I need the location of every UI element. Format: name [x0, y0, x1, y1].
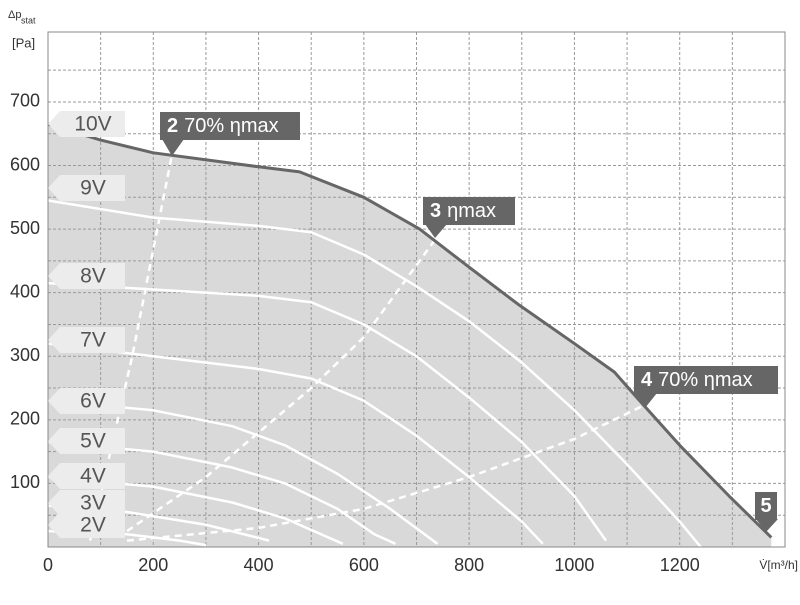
flag-shape: [48, 490, 125, 516]
y-unit: [Pa]: [12, 35, 35, 50]
curve: [47, 122, 773, 539]
callout-number: 4: [641, 369, 653, 391]
y-tick-label: 600: [10, 154, 40, 174]
flag-shape: [48, 111, 125, 137]
x-tick-label: 400: [244, 555, 274, 575]
callout-label: 5: [760, 495, 771, 517]
x-tick-label: 200: [138, 555, 168, 575]
legend-label: 10V: [74, 113, 111, 136]
curve: [47, 440, 396, 545]
legend-label: 2V: [80, 514, 106, 537]
callout-box: [755, 492, 777, 520]
callout-pointer: [162, 139, 184, 156]
y-tick-label: 700: [10, 91, 40, 111]
voltage-flag: 3V: [48, 490, 125, 516]
legend-label: 3V: [80, 492, 106, 515]
voltage-flag: 5V: [48, 428, 125, 454]
y-tick-label: 100: [10, 472, 40, 492]
x-tick-label: 1200: [660, 555, 700, 575]
voltage-flag: 4V: [48, 463, 125, 489]
legend-label: 9V: [80, 177, 106, 200]
legend-label: 5V: [80, 430, 106, 453]
flag-shape: [48, 428, 125, 454]
callout-text: 70% ηmax: [184, 115, 279, 137]
y-tick-label: 200: [10, 409, 40, 429]
callout-text: ηmax: [447, 200, 496, 222]
flag-shape: [48, 263, 125, 289]
efficiency-line: [126, 399, 654, 542]
plot-frame: [47, 31, 786, 548]
callout-number: 5: [760, 495, 771, 517]
x-tick-label: 600: [349, 555, 379, 575]
curve: [47, 342, 544, 545]
flag-shape: [48, 512, 125, 538]
y-tick-label: 300: [10, 345, 40, 365]
flag-shape: [48, 463, 125, 489]
callout-pointer: [635, 393, 657, 408]
flag-shape: [48, 388, 125, 414]
area: [48, 124, 772, 548]
flag-shape: [48, 175, 125, 201]
legend-label: 8V: [80, 265, 106, 288]
x-label: V̇[m³/h]: [759, 558, 798, 572]
voltage-flag: 7V: [48, 327, 125, 353]
curve: [47, 399, 439, 545]
callout-box: [634, 366, 778, 394]
legend-label: 6V: [80, 390, 106, 413]
callout-number: 2: [167, 115, 178, 137]
flag-shape: [48, 327, 125, 353]
callout-text: 70% ηmax: [658, 369, 753, 391]
legend-label: 7V: [80, 329, 106, 352]
legend-label: 4V: [80, 465, 106, 488]
voltage-flag: 9V: [48, 175, 125, 201]
callout-box: [160, 112, 300, 140]
x-tick-label: 800: [454, 555, 484, 575]
callout-label: 4 70% ηmax: [641, 369, 753, 391]
efficiency-line: [126, 228, 444, 533]
callout-label: 2 70% ηmax: [167, 115, 279, 137]
y-label: Δp: [8, 9, 21, 21]
callout-number: 3: [430, 200, 441, 222]
callout-label: 3 ηmax: [430, 200, 496, 222]
callout: 5: [755, 492, 778, 532]
x-tick-label: 0: [43, 555, 53, 575]
voltage-flag: 2V: [48, 512, 125, 538]
callout-box: [423, 197, 515, 225]
voltage-flag: 10V: [48, 111, 125, 137]
x-tick-label: 1000: [554, 555, 594, 575]
callout: 4 70% ηmax: [634, 366, 778, 408]
y-tick-label: 400: [10, 281, 40, 301]
callout-pointer: [756, 519, 778, 532]
voltage-flag: 8V: [48, 263, 125, 289]
callout-pointer: [425, 224, 447, 238]
voltage-flag: 6V: [48, 388, 125, 414]
curve: [47, 199, 702, 548]
callout: 2 70% ηmax: [160, 112, 300, 156]
y-label-sub: stat: [21, 15, 36, 25]
callout: 3 ηmax: [423, 197, 515, 238]
curve: [47, 281, 608, 542]
y-tick-label: 500: [10, 218, 40, 238]
